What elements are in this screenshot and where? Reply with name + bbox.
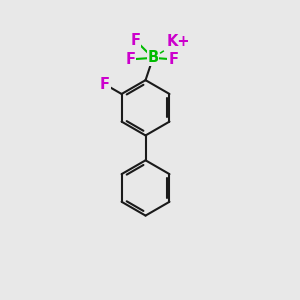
Text: K+: K+ (167, 34, 190, 49)
Text: F: F (168, 52, 178, 67)
Text: F: F (126, 52, 136, 67)
Text: F: F (100, 77, 110, 92)
Text: B: B (147, 50, 158, 65)
Text: F: F (131, 33, 141, 48)
